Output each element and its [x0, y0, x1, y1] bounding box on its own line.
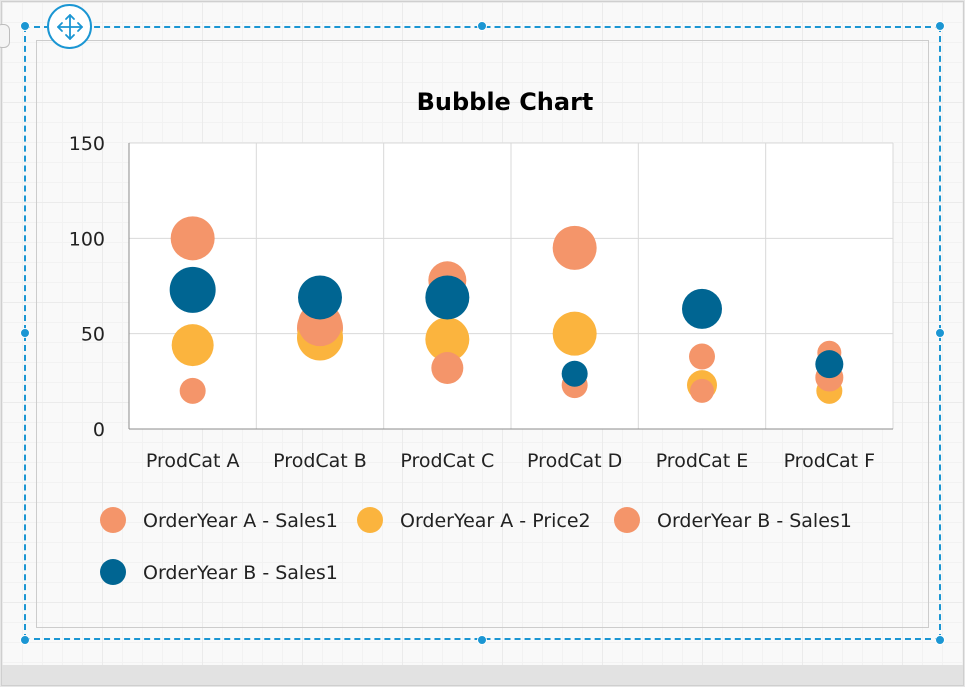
legend-label: OrderYear A - Sales1	[143, 510, 338, 532]
move-button[interactable]	[47, 4, 92, 49]
bubble-point	[425, 317, 470, 362]
bubble-point	[682, 288, 722, 329]
legend-marker	[357, 507, 383, 533]
bubble-point	[815, 350, 844, 379]
resize-handle-middle-right[interactable]	[935, 328, 945, 338]
resize-handle-top-right[interactable]	[935, 21, 945, 31]
chart-area-border	[36, 40, 929, 628]
resize-handle-bottom-middle[interactable]	[477, 635, 487, 645]
bubble-point	[431, 351, 464, 384]
x-tick-label: ProdCat E	[656, 450, 749, 472]
selection-frame[interactable]	[24, 26, 941, 640]
resize-handle-bottom-left[interactable]	[20, 635, 30, 645]
x-tick-label: ProdCat A	[146, 450, 240, 472]
bubble-point	[689, 343, 715, 370]
legend-marker	[100, 559, 126, 585]
x-tick-label: ProdCat F	[784, 450, 876, 472]
chart-gridlines	[129, 142, 894, 429]
resize-handle-top-middle[interactable]	[477, 21, 487, 31]
chart-title: Bubble Chart	[417, 88, 594, 116]
bubble-point	[170, 216, 215, 261]
chart-axes: 0 50 100 150 ProdCat A ProdCat B ProdCat C Prod…	[69, 133, 893, 472]
y-tick-label: 0	[93, 419, 105, 441]
bubble-point	[561, 360, 588, 387]
resize-handle-bottom-right[interactable]	[935, 635, 945, 645]
bubble-point	[179, 377, 206, 404]
chart-bubbles	[169, 216, 844, 404]
resize-handle-top-left[interactable]	[20, 21, 30, 31]
canvas-bottom-strip	[2, 665, 963, 685]
bubble-point	[171, 324, 214, 367]
bubble-point	[425, 275, 470, 320]
y-tick-label: 50	[81, 324, 105, 346]
bubble-point	[690, 378, 714, 403]
legend-label: OrderYear B - Sales1	[143, 562, 338, 584]
y-tick-label: 100	[69, 228, 105, 250]
ruler-notch	[0, 24, 10, 48]
x-tick-label: ProdCat D	[527, 450, 622, 472]
legend-marker	[614, 507, 640, 533]
bubble-point	[169, 266, 216, 313]
x-tick-label: ProdCat C	[400, 450, 494, 472]
move-arrows-icon	[56, 13, 83, 40]
legend-label: OrderYear B - Sales1	[657, 510, 852, 532]
bubble-point	[298, 275, 342, 320]
y-tick-label: 150	[69, 133, 105, 155]
resize-handle-middle-left[interactable]	[20, 328, 30, 338]
bubble-point	[552, 311, 597, 356]
legend-label: OrderYear A - Price2	[400, 510, 591, 532]
legend-marker	[100, 507, 126, 533]
x-tick-label: ProdCat B	[273, 450, 367, 472]
bubble-point	[552, 225, 597, 270]
chart-legend: OrderYear A - Sales1 OrderYear A - Price2…	[100, 507, 852, 585]
